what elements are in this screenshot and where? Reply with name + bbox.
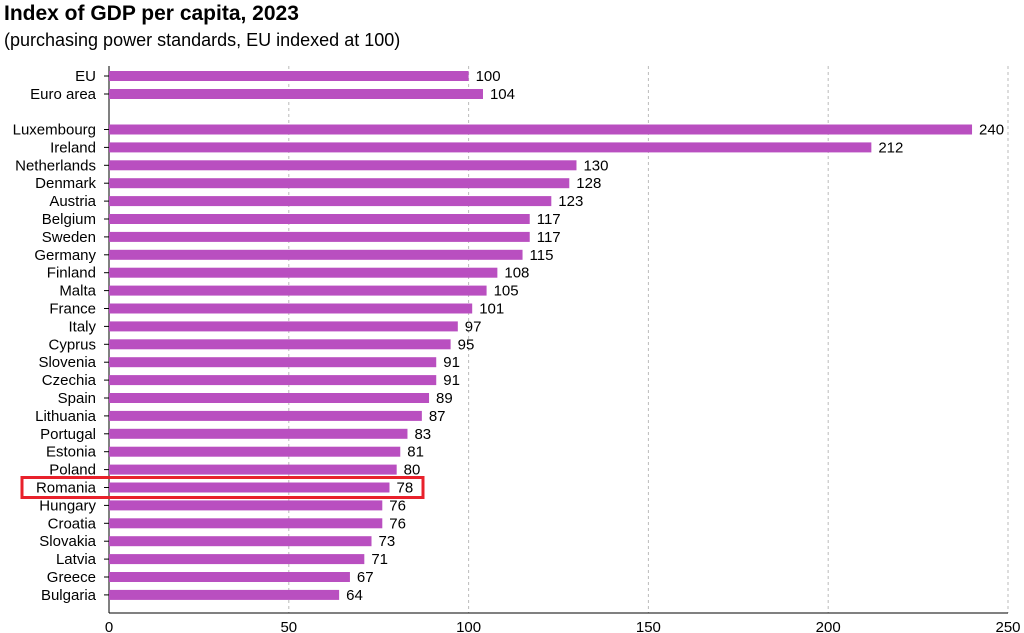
bar-germany	[109, 249, 523, 260]
bar-netherlands	[109, 160, 577, 171]
bar-austria	[109, 196, 552, 207]
bar-italy	[109, 321, 458, 332]
bar-cyprus	[109, 339, 451, 350]
category-label-estonia: Estonia	[46, 444, 97, 461]
bar-sweden	[109, 231, 530, 242]
chart-subtitle: (purchasing power standards, EU indexed …	[4, 30, 401, 50]
category-label-poland: Poland	[49, 462, 96, 479]
value-label-italy: 97	[465, 318, 482, 335]
value-label-poland: 80	[404, 462, 421, 479]
bar-romania	[109, 482, 390, 493]
value-label-romania: 78	[396, 480, 413, 497]
category-label-denmark: Denmark	[35, 175, 96, 192]
value-label-slovakia: 73	[379, 533, 396, 550]
value-label-malta: 105	[494, 283, 519, 300]
bar-finland	[109, 267, 498, 278]
value-label-estonia: 81	[407, 444, 424, 461]
bar-croatia	[109, 518, 383, 529]
category-label-finland: Finland	[47, 265, 96, 282]
bar-portugal	[109, 428, 408, 439]
x-tick-label-100: 100	[456, 619, 481, 633]
bar-bulgaria	[109, 589, 340, 600]
category-label-spain: Spain	[58, 390, 96, 407]
category-label-luxembourg: Luxembourg	[13, 122, 96, 139]
value-label-sweden: 117	[537, 229, 561, 246]
bar-euro-area	[109, 89, 483, 99]
x-tick-label-200: 200	[816, 619, 841, 633]
bar-malta	[109, 285, 487, 296]
bar-latvia	[109, 554, 365, 565]
value-label-denmark: 128	[576, 175, 601, 192]
category-label-greece: Greece	[47, 569, 96, 586]
category-label-malta: Malta	[59, 283, 96, 300]
category-label-austria: Austria	[49, 193, 96, 210]
value-label-portugal: 83	[414, 426, 431, 443]
value-label-bulgaria: 64	[346, 587, 363, 604]
bar-estonia	[109, 446, 401, 457]
value-label-greece: 67	[357, 569, 374, 586]
category-label-belgium: Belgium	[42, 211, 96, 228]
category-label-lithuania: Lithuania	[35, 408, 97, 425]
bar-czechia	[109, 375, 437, 386]
bar-belgium	[109, 214, 530, 224]
category-label-slovenia: Slovenia	[38, 354, 96, 371]
bar-slovakia	[109, 536, 372, 547]
value-label-slovenia: 91	[443, 354, 460, 371]
category-label-netherlands: Netherlands	[15, 157, 96, 174]
bar-luxembourg	[109, 124, 973, 135]
value-label-belgium: 117	[537, 211, 561, 228]
value-label-france: 101	[479, 301, 504, 318]
value-label-germany: 115	[530, 247, 554, 264]
x-tick-label-0: 0	[105, 619, 113, 633]
category-label-france: France	[49, 301, 96, 318]
x-tick-label-150: 150	[636, 619, 661, 633]
value-label-euro-area: 104	[490, 86, 515, 103]
bar-poland	[109, 464, 397, 475]
bar-hungary	[109, 500, 383, 511]
bar-eu	[109, 71, 469, 81]
value-label-finland: 108	[504, 265, 529, 282]
value-label-czechia: 91	[443, 372, 460, 389]
value-label-hungary: 76	[389, 497, 406, 514]
category-label-eu: EU	[75, 68, 96, 85]
category-label-slovakia: Slovakia	[39, 533, 96, 550]
value-label-latvia: 71	[371, 551, 388, 568]
value-label-netherlands: 130	[583, 157, 608, 174]
bar-spain	[109, 393, 430, 403]
value-label-spain: 89	[436, 390, 453, 407]
category-label-sweden: Sweden	[42, 229, 96, 246]
x-tick-label-50: 50	[280, 619, 297, 633]
bar-ireland	[109, 142, 872, 153]
highlight-box	[20, 476, 425, 499]
category-label-hungary: Hungary	[39, 497, 96, 514]
value-label-ireland: 212	[878, 139, 903, 156]
bar-slovenia	[109, 357, 437, 368]
category-label-portugal: Portugal	[40, 426, 96, 443]
value-label-eu: 100	[476, 68, 501, 85]
category-label-romania: Romania	[36, 480, 97, 497]
category-label-bulgaria: Bulgaria	[41, 587, 97, 604]
category-label-germany: Germany	[34, 247, 96, 264]
category-label-latvia: Latvia	[56, 551, 97, 568]
value-label-lithuania: 87	[429, 408, 446, 425]
category-label-ireland: Ireland	[50, 139, 96, 156]
category-label-euro-area: Euro area	[30, 86, 97, 103]
bar-france	[109, 303, 473, 314]
category-label-italy: Italy	[68, 318, 96, 335]
bar-greece	[109, 572, 350, 582]
x-tick-label-250: 250	[995, 619, 1020, 633]
category-label-czechia: Czechia	[42, 372, 97, 389]
category-label-cyprus: Cyprus	[48, 336, 96, 353]
value-label-croatia: 76	[389, 515, 406, 532]
value-label-austria: 123	[558, 193, 583, 210]
value-label-luxembourg: 240	[979, 122, 1004, 139]
chart-title: Index of GDP per capita, 2023	[4, 2, 299, 25]
bar-denmark	[109, 178, 570, 189]
bar-lithuania	[109, 410, 422, 421]
value-label-cyprus: 95	[458, 336, 475, 353]
category-label-croatia: Croatia	[48, 515, 97, 532]
